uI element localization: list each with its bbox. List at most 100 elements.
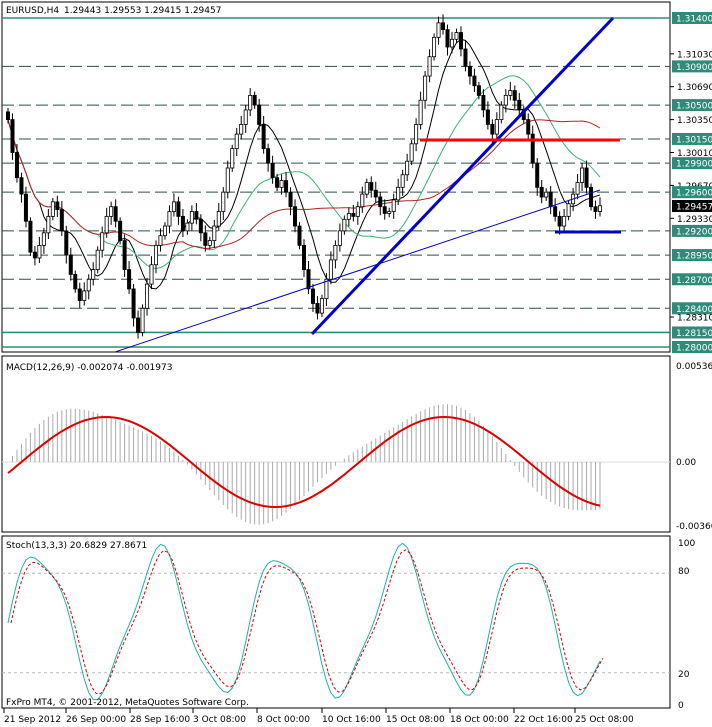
macd-signal-line [7,415,601,508]
candle-body [458,32,463,50]
price-axis: 1.31400 1.31030 1.30900 1.30690 1.30500 1.303… [670,12,712,354]
candle-body [261,124,266,150]
candle-body [463,48,468,67]
candle-body [494,119,499,135]
candle-body [46,215,51,234]
time-label-6: 15 Oct 08:00 [386,715,445,725]
candle-body [91,269,96,280]
candle-body [409,143,414,162]
candle-body [41,232,46,246]
candle-body [198,218,203,234]
candle-body [467,65,472,77]
stoch-tick-0: 0 [678,701,684,711]
candle-body [55,201,60,210]
time-axis: 21 Sep 2012 26 Sep 00:00 28 Sep 16:00 3 Oct… [3,708,634,725]
candle-body [400,174,405,188]
macd-indicator [2,404,670,525]
price-tag-bg [672,273,712,286]
price-tag-bg [672,326,712,339]
stoch-signal-line [10,549,604,695]
candle-body [328,259,333,280]
stoch-panel[interactable] [1,535,671,709]
time-label-2: 28 Sep 16:00 [130,715,190,725]
candle-body [481,95,486,111]
candle-body [275,177,280,188]
candle-body [189,211,194,224]
stochastic-indicator [2,542,670,701]
candle-body [212,225,217,241]
candle-body [414,124,419,145]
stoch-tick-80: 80 [678,567,690,577]
price-panel[interactable] [1,1,671,353]
price-tag-bg [672,186,712,199]
price-tag-bg [672,224,712,237]
candle-body [266,148,271,164]
candle-body [539,186,544,198]
candle-body [37,244,42,259]
candle-body [32,251,37,259]
candle-body [50,201,55,217]
time-label-4: 8 Oct 00:00 [257,715,310,725]
candle-body [355,206,360,217]
candle-body [297,225,302,246]
candle-body [319,298,324,314]
candle-body [6,111,11,121]
candle-body [310,288,315,304]
candle-body [512,90,517,101]
macd-label: MACD(12,26,9) -0.002074 -0.001973 [6,363,172,373]
price-tag-8: 1.29900 [676,160,712,170]
candle-body [145,283,150,309]
candle-body [346,213,351,220]
price-tag-6: 1.30150 [676,135,712,145]
price-label-3: 1.30690 [677,83,712,93]
candle-body [436,22,441,38]
candle-body [557,215,562,227]
candle-body [207,240,212,246]
candle-body [176,201,181,217]
candle-body [445,29,450,48]
candle-body [333,244,338,261]
candle-body [243,109,248,125]
stoch-tick-20: 20 [678,670,690,680]
price-tag-17: 1.28150 [676,329,712,339]
candle-body [508,90,513,96]
candle-body [315,303,320,314]
price-label-5: 1.30350 [677,116,712,126]
candle-body [418,99,423,125]
time-label-0: 21 Sep 2012 [4,715,61,725]
candle-body [427,56,432,77]
price-tag-bg [672,99,712,112]
candle-body [180,215,185,232]
candle-body [548,191,553,208]
candle-body [109,206,114,217]
candle-body [59,209,64,232]
candle-body [499,104,504,121]
candle-body [562,215,567,227]
trendline-drawings [114,16,621,353]
candle-body [86,278,91,292]
macd-panel[interactable] [1,355,671,533]
candle-body [127,269,132,290]
candle-body [230,148,235,169]
price-tag-bg [672,12,712,24]
candle-body [149,264,154,285]
candle-body [82,290,87,301]
candle-body [553,206,558,217]
price-tag-bg [672,302,712,315]
candle-body [589,186,594,208]
candle-body [351,213,356,217]
candle-body [580,167,585,183]
candle-body [382,206,387,214]
candle-body [378,196,383,208]
time-label-5: 10 Oct 16:00 [322,715,381,725]
time-label-3: 3 Oct 08:00 [193,715,246,725]
candle-body [167,211,172,227]
candle-body [423,75,428,101]
price-tag-18: 1.28000 [676,344,712,354]
candle-body [598,205,603,212]
candle-body [396,186,401,201]
time-label-1: 26 Sep 00:00 [66,715,126,725]
candle-body [476,85,481,96]
candle-body [73,274,78,290]
